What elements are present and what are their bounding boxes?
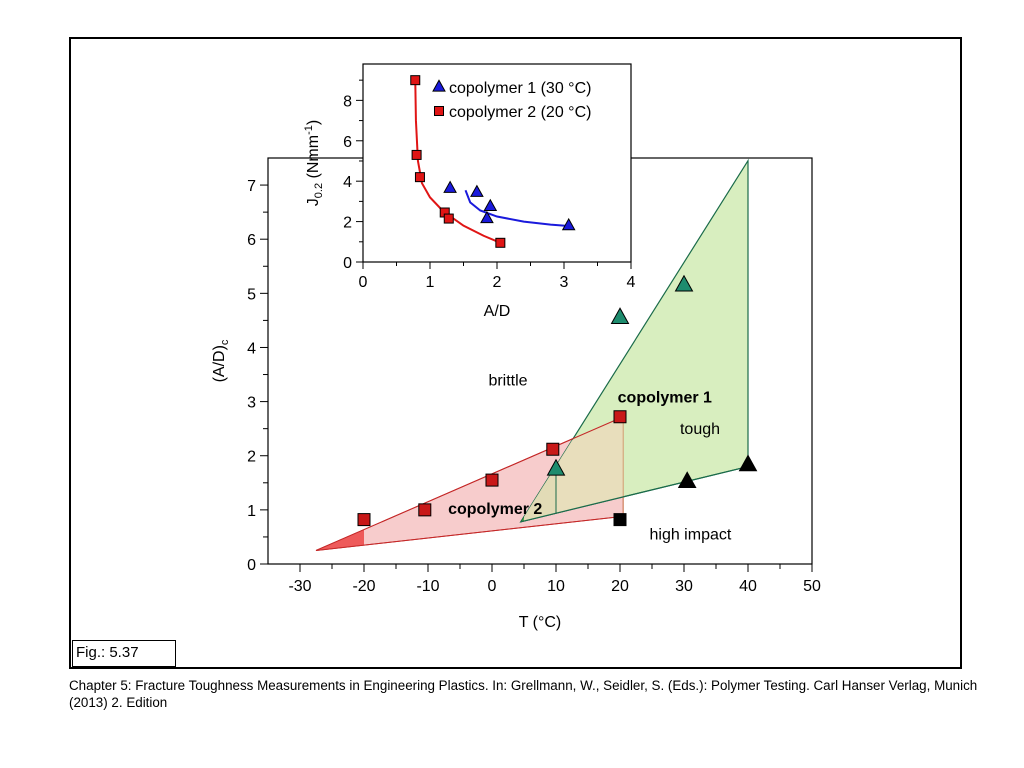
copolymer1-marker — [610, 307, 630, 325]
x-axis-label: T (°C) — [519, 614, 562, 631]
copolymer2-upper-edge — [315, 416, 624, 551]
inset-y-tick-label: 6 — [343, 134, 352, 151]
brittle-label: brittle — [488, 372, 527, 389]
legend-copolymer1-marker — [432, 79, 446, 92]
y-tick-label: 4 — [247, 340, 256, 357]
legend-copolymer2-marker — [434, 106, 444, 116]
inset-y-axis-label-unit: (Nmm — [305, 135, 322, 183]
legend-copolymer2-label: copolymer 2 (20 °C) — [449, 104, 591, 121]
inset-y-tick-label: 8 — [343, 93, 352, 110]
inset-copolymer2-marker — [411, 149, 422, 160]
copolymer2-marker — [357, 513, 371, 527]
x-tick-label: 10 — [547, 578, 565, 595]
inset-x-axis-label: A/D — [484, 303, 511, 320]
legend-copolymer1-label: copolymer 1 (30 °C) — [449, 80, 591, 97]
inset-y-axis-label-sup: -1 — [303, 125, 315, 135]
inset-y-axis-label-close: ) — [305, 120, 322, 125]
inset-x-tick-label: 1 — [426, 274, 435, 291]
x-tick-label: 30 — [675, 578, 693, 595]
copolymer2-marker — [613, 410, 627, 424]
y-tick-label: 1 — [247, 503, 256, 520]
x-tick-label: 20 — [611, 578, 629, 595]
overlap-region — [524, 416, 624, 521]
inset-x-tick-label: 3 — [560, 274, 569, 291]
inset-x-tick-label: 0 — [359, 274, 368, 291]
y-tick-label: 6 — [247, 232, 256, 249]
inset-plot-box — [362, 63, 632, 263]
y-tick-label: 7 — [247, 178, 256, 195]
inset-copolymer2-marker — [443, 213, 454, 224]
inset-copolymer2-marker — [495, 237, 506, 248]
inset-copolymer1-marker — [443, 180, 457, 193]
inset-chart: 0 1 2 3 4 0 2 4 6 8 A/D J0.2 (Nmm-1) copolymer 1 (30… — [303, 63, 636, 320]
copolymer2-label: copolymer 2 — [448, 501, 542, 518]
inset-y-tick-label: 2 — [343, 215, 352, 232]
x-tick-label: -20 — [352, 578, 375, 595]
y-tick-label: 3 — [247, 395, 256, 412]
inset-y-axis-label: J0.2 (Nmm-1) — [303, 120, 325, 206]
y-axis-label: (A/D)c — [211, 339, 231, 382]
x-tick-label: 40 — [739, 578, 757, 595]
inset-y-tick-label: 0 — [343, 255, 352, 272]
inset-y-axis-label-main: J — [305, 198, 322, 206]
figure-label: Fig.: 5.37 — [72, 640, 176, 667]
y-tick-label: 2 — [247, 449, 256, 466]
copolymer2-marker — [546, 442, 560, 456]
copolymer2-lower-edge — [315, 515, 624, 551]
copolymer1-lower-edge — [520, 465, 749, 523]
inset-copolymer1-marker — [480, 210, 494, 224]
tough-label: tough — [680, 421, 720, 438]
x-tick-label: 0 — [488, 578, 497, 595]
inset-copolymer1-marker — [470, 184, 484, 197]
inset-x-tick-label: 2 — [493, 274, 502, 291]
y-tick-label: 0 — [247, 557, 256, 574]
inset-y-tick-label: 4 — [343, 174, 352, 191]
inset-copolymer1-marker — [483, 198, 498, 212]
figure-frame — [69, 37, 962, 669]
x-tick-label: 50 — [803, 578, 821, 595]
copolymer1-marker — [546, 458, 566, 476]
inset-copolymer1-marker — [561, 217, 576, 231]
copolymer2-marker — [418, 503, 432, 517]
inset-copolymer2-fit-line — [414, 80, 501, 244]
copolymer1-marker — [738, 454, 758, 472]
copolymer2-marker — [613, 513, 627, 527]
y-axis-label-main: (A/D) — [211, 345, 228, 382]
inset-copolymer1-fit-line — [464, 189, 569, 228]
inset-copolymer2-marker — [414, 172, 425, 183]
inset-y-axis-label-sub: 0.2 — [313, 183, 325, 198]
x-tick-label: -10 — [416, 578, 439, 595]
copolymer1-marker — [677, 471, 697, 489]
caption: Chapter 5: Fracture Toughness Measuremen… — [69, 678, 978, 710]
y-tick-label: 5 — [247, 286, 256, 303]
y-axis-label-subscript: c — [219, 339, 231, 345]
high-impact-label: high impact — [649, 527, 731, 544]
x-tick-label: -30 — [288, 578, 311, 595]
inset-x-tick-label: 4 — [627, 274, 636, 291]
copolymer1-marker — [674, 274, 694, 292]
inset-copolymer2-marker — [410, 75, 421, 86]
copolymer2-marker — [485, 473, 499, 487]
copolymer1-label: copolymer 1 — [618, 390, 712, 407]
